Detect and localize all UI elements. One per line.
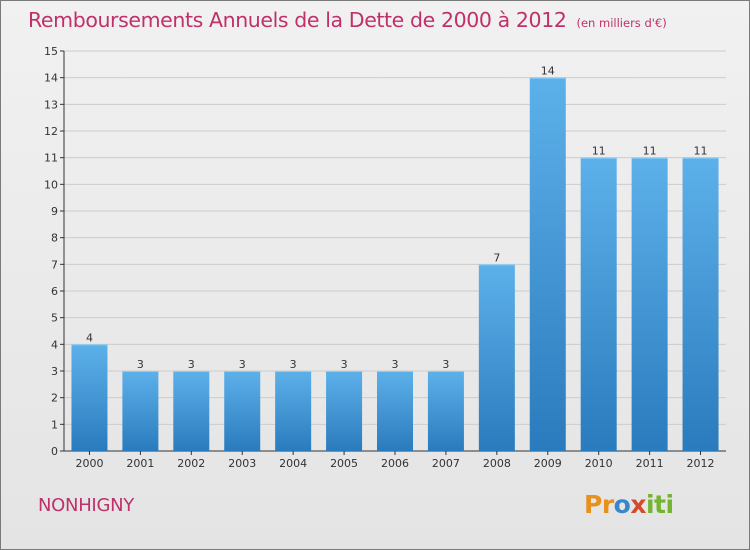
bar-2011 bbox=[631, 157, 668, 451]
x-tick-label-2001: 2001 bbox=[126, 457, 154, 470]
y-tick-label: 14 bbox=[44, 72, 58, 85]
bar-2003 bbox=[224, 371, 261, 451]
x-tick-label-2004: 2004 bbox=[279, 457, 307, 470]
y-tick-label: 9 bbox=[51, 205, 58, 218]
data-label-2012: 11 bbox=[694, 145, 708, 158]
bar-2004 bbox=[275, 371, 312, 451]
bar-2009 bbox=[529, 77, 566, 452]
bar-2001 bbox=[122, 371, 159, 451]
x-tick-label-2005: 2005 bbox=[330, 457, 358, 470]
data-labels: 4 3 3 3 3 3 3 3 7 14 11 11 11 bbox=[86, 65, 708, 371]
data-label-2010: 11 bbox=[592, 145, 606, 158]
x-tick-label-2000: 2000 bbox=[75, 457, 103, 470]
data-label-2008: 7 bbox=[493, 251, 500, 264]
x-tick-label-2003: 2003 bbox=[228, 457, 256, 470]
y-tick-label: 4 bbox=[51, 338, 58, 351]
bars bbox=[71, 77, 719, 452]
y-tick-label: 15 bbox=[44, 45, 58, 58]
bar-2010 bbox=[580, 157, 617, 451]
x-tick-label-2012: 2012 bbox=[687, 457, 715, 470]
y-tick-label: 13 bbox=[44, 98, 58, 111]
data-label-2007: 3 bbox=[442, 358, 449, 371]
y-tick-label: 3 bbox=[51, 365, 58, 378]
y-tick-label: 6 bbox=[51, 285, 58, 298]
data-label-2000: 4 bbox=[86, 331, 93, 344]
y-tick-label: 2 bbox=[51, 392, 58, 405]
chart-subtitle: (en milliers d'€) bbox=[576, 16, 667, 30]
proxiti-logo: Proxiti bbox=[584, 490, 674, 519]
commune-name: NONHIGNY bbox=[38, 495, 134, 516]
x-tick-label-2009: 2009 bbox=[534, 457, 562, 470]
x-tick-label-2007: 2007 bbox=[432, 457, 460, 470]
data-label-2011: 11 bbox=[643, 145, 657, 158]
chart-title-text: Remboursements Annuels de la Dette de 20… bbox=[28, 8, 567, 32]
x-tick-label-2008: 2008 bbox=[483, 457, 511, 470]
data-label-2003: 3 bbox=[239, 358, 246, 371]
data-label-2006: 3 bbox=[392, 358, 399, 371]
x-tick-label-2011: 2011 bbox=[636, 457, 664, 470]
y-tick-label: 10 bbox=[44, 178, 58, 191]
y-tick-label: 0 bbox=[51, 445, 58, 458]
logo-letters-3: x bbox=[630, 490, 646, 519]
logo-letters-4: iti bbox=[645, 490, 674, 519]
bar-2002 bbox=[173, 371, 210, 451]
x-tick-label-2006: 2006 bbox=[381, 457, 409, 470]
bar-2005 bbox=[326, 371, 363, 451]
y-tick-label: 11 bbox=[44, 152, 58, 165]
data-label-2005: 3 bbox=[341, 358, 348, 371]
data-label-2001: 3 bbox=[137, 358, 144, 371]
data-label-2004: 3 bbox=[290, 358, 297, 371]
bar-2000 bbox=[71, 344, 108, 451]
data-label-2002: 3 bbox=[188, 358, 195, 371]
bar-2008 bbox=[478, 264, 515, 451]
x-tick-label-2010: 2010 bbox=[585, 457, 613, 470]
y-tick-label: 8 bbox=[51, 232, 58, 245]
chart-title: Remboursements Annuels de la Dette de 20… bbox=[28, 8, 667, 32]
logo-letters-2: o bbox=[613, 490, 631, 519]
logo-letters-1: Pr bbox=[584, 490, 614, 519]
bar-2006 bbox=[377, 371, 413, 451]
y-tick-label: 5 bbox=[51, 312, 58, 325]
y-tick-label: 12 bbox=[44, 125, 58, 138]
x-tick-label-2002: 2002 bbox=[177, 457, 205, 470]
y-tick-label: 1 bbox=[51, 418, 58, 431]
data-label-2009: 14 bbox=[541, 65, 555, 78]
y-tick-label: 7 bbox=[51, 258, 58, 271]
bar-2007 bbox=[427, 371, 464, 451]
bar-2012 bbox=[682, 157, 719, 451]
